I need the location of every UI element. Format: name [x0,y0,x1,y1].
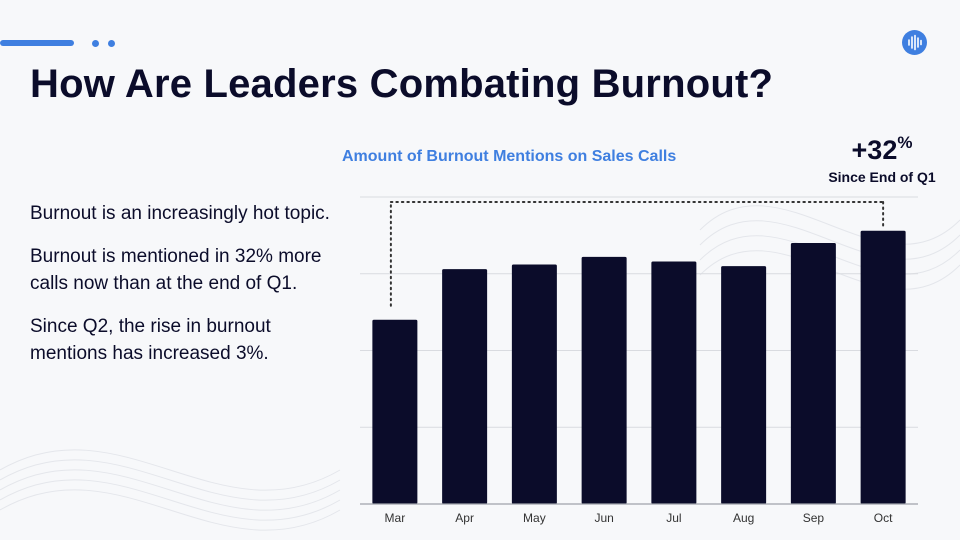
callout-label: Since End of Q1 [828,169,936,185]
bar [790,243,836,505]
bar [372,319,418,504]
page-title: How Are Leaders Combating Burnout? [30,62,774,106]
x-tick-label: Sep [803,511,825,525]
callout-value: +32% [812,126,952,167]
bar [860,230,906,504]
callout-unit: % [897,133,913,152]
x-tick-label: Aug [733,511,754,525]
bar [511,264,557,504]
bar [721,266,767,504]
x-tick-label: Oct [874,511,893,525]
bar [651,261,697,504]
growth-callout: +32% Since End of Q1 [812,126,952,185]
paragraph: Since Q2, the rise in burnout mentions h… [30,316,271,364]
x-tick-label: May [523,511,546,525]
x-tick-label: Jul [666,511,681,525]
bar [581,256,627,504]
x-tick-label: Apr [455,511,474,525]
x-tick-label: Mar [385,511,406,525]
bar [442,269,488,504]
callout-number: +32 [851,135,898,165]
accent-dot [92,40,99,47]
waveform-icon [902,30,927,55]
paragraph: Burnout is an increasingly hot topic. [30,203,330,224]
accent-dot [108,40,115,47]
chart-title: Amount of Burnout Mentions on Sales Call… [342,148,677,165]
paragraph: Burnout is mentioned in 32% more calls n… [30,246,322,294]
accent-bar [0,40,74,46]
x-tick-label: Jun [594,511,613,525]
body-text: Burnout is an increasingly hot topic. Bu… [30,200,340,383]
